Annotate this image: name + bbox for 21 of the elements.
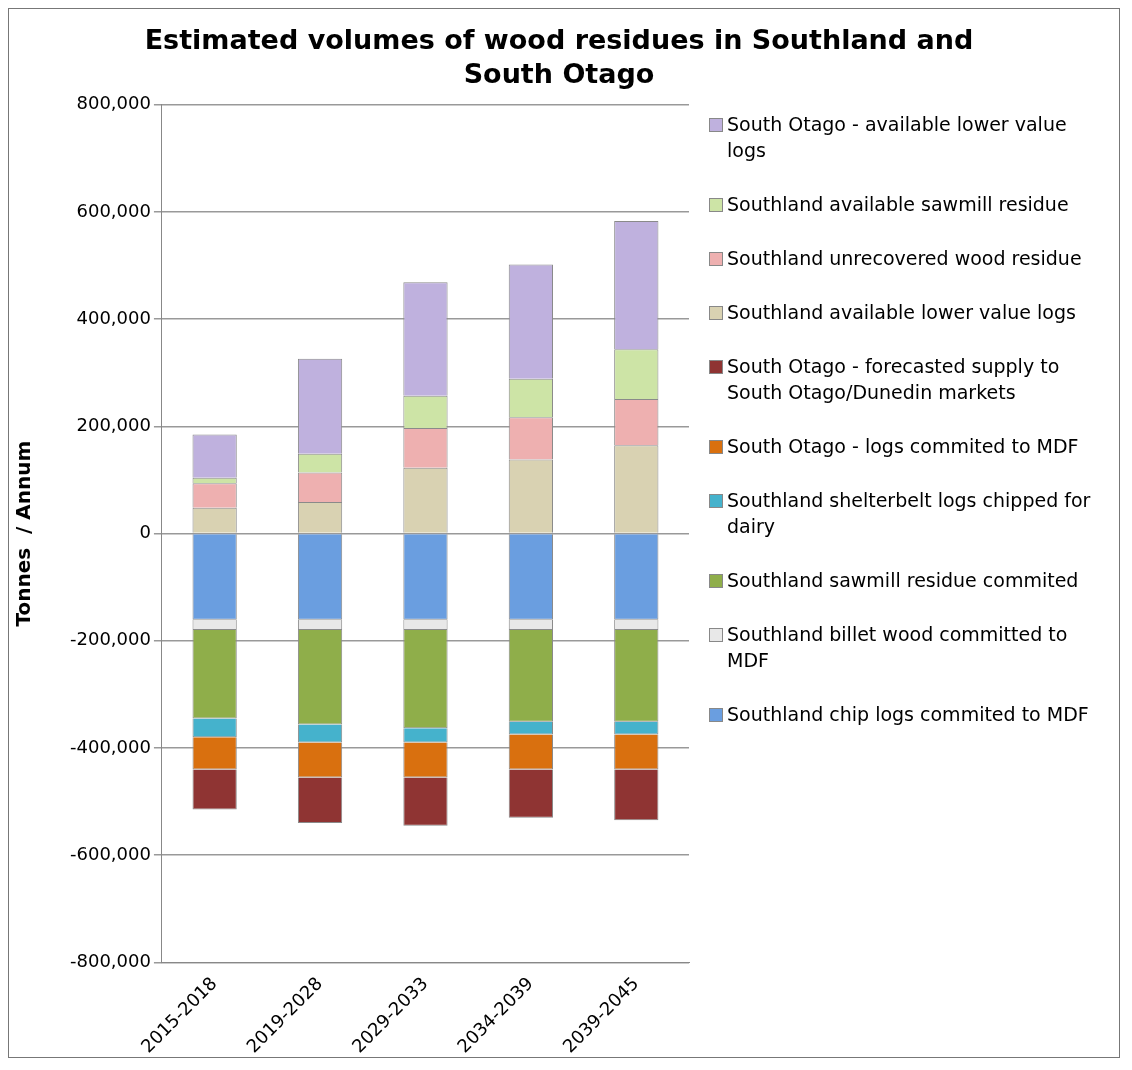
y-tick-label: 200,000 xyxy=(76,414,151,436)
y-tick-label: 600,000 xyxy=(76,199,151,221)
legend-label: South Otago - logs commited to MDF xyxy=(727,434,1079,459)
legend-label: Southland available lower value logs xyxy=(727,300,1076,325)
chart-title: Estimated volumes of wood residues in Southland and South Otago xyxy=(143,23,975,91)
legend-label: Southland shelterbelt logs chipped for dairy xyxy=(727,488,1092,539)
legend-label: South Otago - forecasted supply to South Otago/Dunedin markets xyxy=(727,354,1061,405)
legend-label: South Otago - available lower value logs xyxy=(727,112,1068,163)
legend-label: Southland unrecovered wood residue xyxy=(727,246,1082,271)
y-tick-label: -200,000 xyxy=(69,628,151,650)
legend-label: Southland chip logs commited to MDF xyxy=(727,702,1089,727)
y-tick-label: -400,000 xyxy=(69,735,151,757)
y-tick-label: -800,000 xyxy=(69,950,151,972)
y-tick-label: 400,000 xyxy=(76,306,151,328)
y-tick-label: 0 xyxy=(139,521,151,543)
y-tick-label: 800,000 xyxy=(76,92,151,114)
y-tick-label: -600,000 xyxy=(69,842,151,864)
legend-label: Southland available sawmill residue xyxy=(727,192,1069,217)
legend-label: Southland billet wood committed to MDF xyxy=(727,622,1069,673)
y-axis-title: Tonnes / Annum xyxy=(11,440,36,627)
legend-label: Southland sawmill residue commited xyxy=(727,568,1079,593)
